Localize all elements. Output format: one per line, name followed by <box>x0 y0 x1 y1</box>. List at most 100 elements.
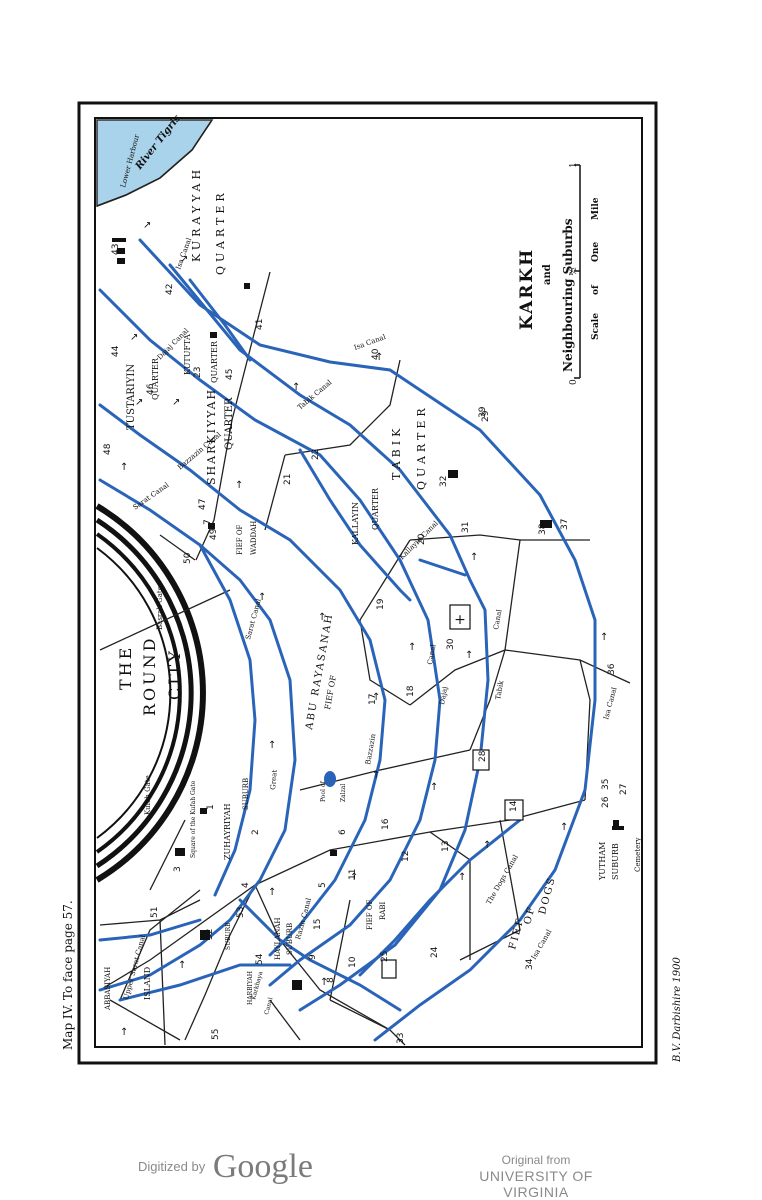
tabik-canal-label-3: Canal <box>492 608 504 630</box>
location-number-34: 34 <box>525 958 535 970</box>
svg-text:↑: ↑ <box>350 872 358 883</box>
scale-label: Scale <box>591 313 601 340</box>
location-number-1: 1 <box>206 804 216 810</box>
bazzazin-canal <box>98 403 387 957</box>
map-subtitle: Neighbouring Suburbs <box>561 218 575 372</box>
tustariyin-quarter-label: QUARTER <box>151 357 160 400</box>
svg-text:↑: ↑ <box>178 960 186 971</box>
location-number-3: 3 <box>173 866 183 872</box>
haylanah-suburb-label: SUBURB <box>286 923 294 955</box>
fief-rabi-label-2: RABI <box>379 902 387 920</box>
pool-of-zalzal <box>324 771 336 787</box>
svg-text:↑: ↑ <box>470 552 478 563</box>
pool-zalzal-label-2: Zalzal <box>340 784 347 802</box>
location-number-6: 6 <box>338 829 348 835</box>
location-number-23: 23 <box>193 367 203 378</box>
location-number-33: 33 <box>396 1033 406 1044</box>
svg-text:↗: ↗ <box>143 220 151 231</box>
location-number-28: 28 <box>478 750 488 762</box>
svg-text:↑: ↑ <box>268 740 276 751</box>
isa-canal <box>138 238 597 1042</box>
svg-text:↑: ↑ <box>318 612 326 623</box>
kallayin-quarter-label-1: KALLAYIN <box>351 502 360 545</box>
svg-text:↑: ↑ <box>258 592 266 603</box>
svg-text:↑: ↑ <box>483 840 491 851</box>
map-inner-frame <box>94 117 643 1048</box>
location-number-4: 4 <box>241 882 251 888</box>
svg-text:↑: ↑ <box>375 352 383 363</box>
svg-text:↑: ↑ <box>320 977 328 988</box>
zuhayriyah-suburb-label: SUBURB <box>242 778 250 810</box>
upper-sarat-canal <box>98 918 202 942</box>
svg-text:↗: ↗ <box>130 332 138 343</box>
location-number-50: 50 <box>183 552 193 564</box>
island-label: ISLAND <box>143 967 152 1000</box>
karkhaya-canal <box>118 963 292 1002</box>
location-number-43: 43 <box>111 244 121 255</box>
svg-text:↑: ↑ <box>235 480 243 491</box>
cemetery-label: Cemetery <box>634 837 642 872</box>
location-number-18: 18 <box>406 685 416 697</box>
svg-text:↑: ↑ <box>120 1027 128 1038</box>
location-number-41: 41 <box>255 319 265 330</box>
digitized-label: Digitized by <box>138 1159 206 1174</box>
location-number-22: 22 <box>311 449 321 460</box>
kallayin-canal <box>298 448 412 602</box>
location-number-31: 31 <box>461 522 471 533</box>
location-number-15: 15 <box>313 919 323 930</box>
location-number-2: 2 <box>251 829 261 835</box>
square-kufah-label: Square of the Kufah Gate <box>190 780 197 858</box>
svg-text:↑: ↑ <box>372 692 380 703</box>
original-from-label: Original from <box>501 1153 571 1167</box>
digitized-by-google: Digitized by Google <box>138 1148 313 1186</box>
canals <box>98 238 597 1042</box>
location-number-45: 45 <box>225 369 235 380</box>
scale-tick-0: 0 <box>569 379 579 385</box>
location-number-54: 54 <box>255 953 265 965</box>
map-caption: Map IV. To face page 57. <box>61 900 75 1050</box>
scale-mile-label: Mile <box>591 197 601 220</box>
map-title: KARKH <box>517 248 537 330</box>
location-number-10: 10 <box>348 956 358 968</box>
location-number-49: 49 <box>209 528 219 540</box>
location-number-19: 19 <box>376 598 386 610</box>
tabik-canal <box>168 263 490 1012</box>
yutham-label: YUTHAM <box>598 842 607 881</box>
round-city-label-2: ROUND <box>140 636 159 716</box>
location-number-37: 37 <box>560 519 570 530</box>
scale-one-label: One <box>591 242 601 262</box>
location-number-35: 35 <box>601 779 611 790</box>
location-number-20: 20 <box>417 533 427 545</box>
harbiyah-label: HARBIYAH <box>247 971 254 1005</box>
location-number-40: 40 <box>371 348 381 360</box>
kallayin-canal-branch <box>418 558 467 577</box>
svg-text:↑: ↑ <box>600 632 608 643</box>
location-number-42: 42 <box>165 284 175 295</box>
svg-text:↗: ↗ <box>135 397 143 408</box>
haylanah-label: HAYLANAH <box>274 918 282 961</box>
dogs-canal <box>358 818 522 977</box>
location-number-46: 46 <box>146 383 156 395</box>
kufah-gate-label: Kufah Gate <box>144 775 152 815</box>
location-number-12: 12 <box>401 851 411 862</box>
svg-text:↗: ↗ <box>172 397 180 408</box>
location-number-7: 7 <box>203 519 213 525</box>
google-logo: Google <box>212 1148 313 1185</box>
harbiyah-suburb-label: SUBURB <box>225 922 232 950</box>
shrine-cross-icon: + <box>454 612 466 628</box>
round-city-label-1: THE <box>116 645 135 690</box>
location-number-47: 47 <box>198 499 208 510</box>
sharkiyyah-label: SHARKIYYAH <box>205 388 218 485</box>
svg-text:↑: ↑ <box>408 642 416 653</box>
location-number-17: 17 <box>368 694 378 705</box>
location-number-44: 44 <box>111 345 121 357</box>
zuhayriyah-label: ZUHAYRIYAH <box>223 803 232 860</box>
great-sarat-label: Great <box>269 769 279 790</box>
location-number-14: 14 <box>509 800 519 812</box>
scale-bar <box>574 164 581 379</box>
building-markers <box>112 238 624 990</box>
location-number-11: 11 <box>348 869 358 880</box>
tabik-quarter-label-2: QUARTER <box>415 404 428 490</box>
tabik-canal-label-2: Tabik <box>494 679 505 700</box>
